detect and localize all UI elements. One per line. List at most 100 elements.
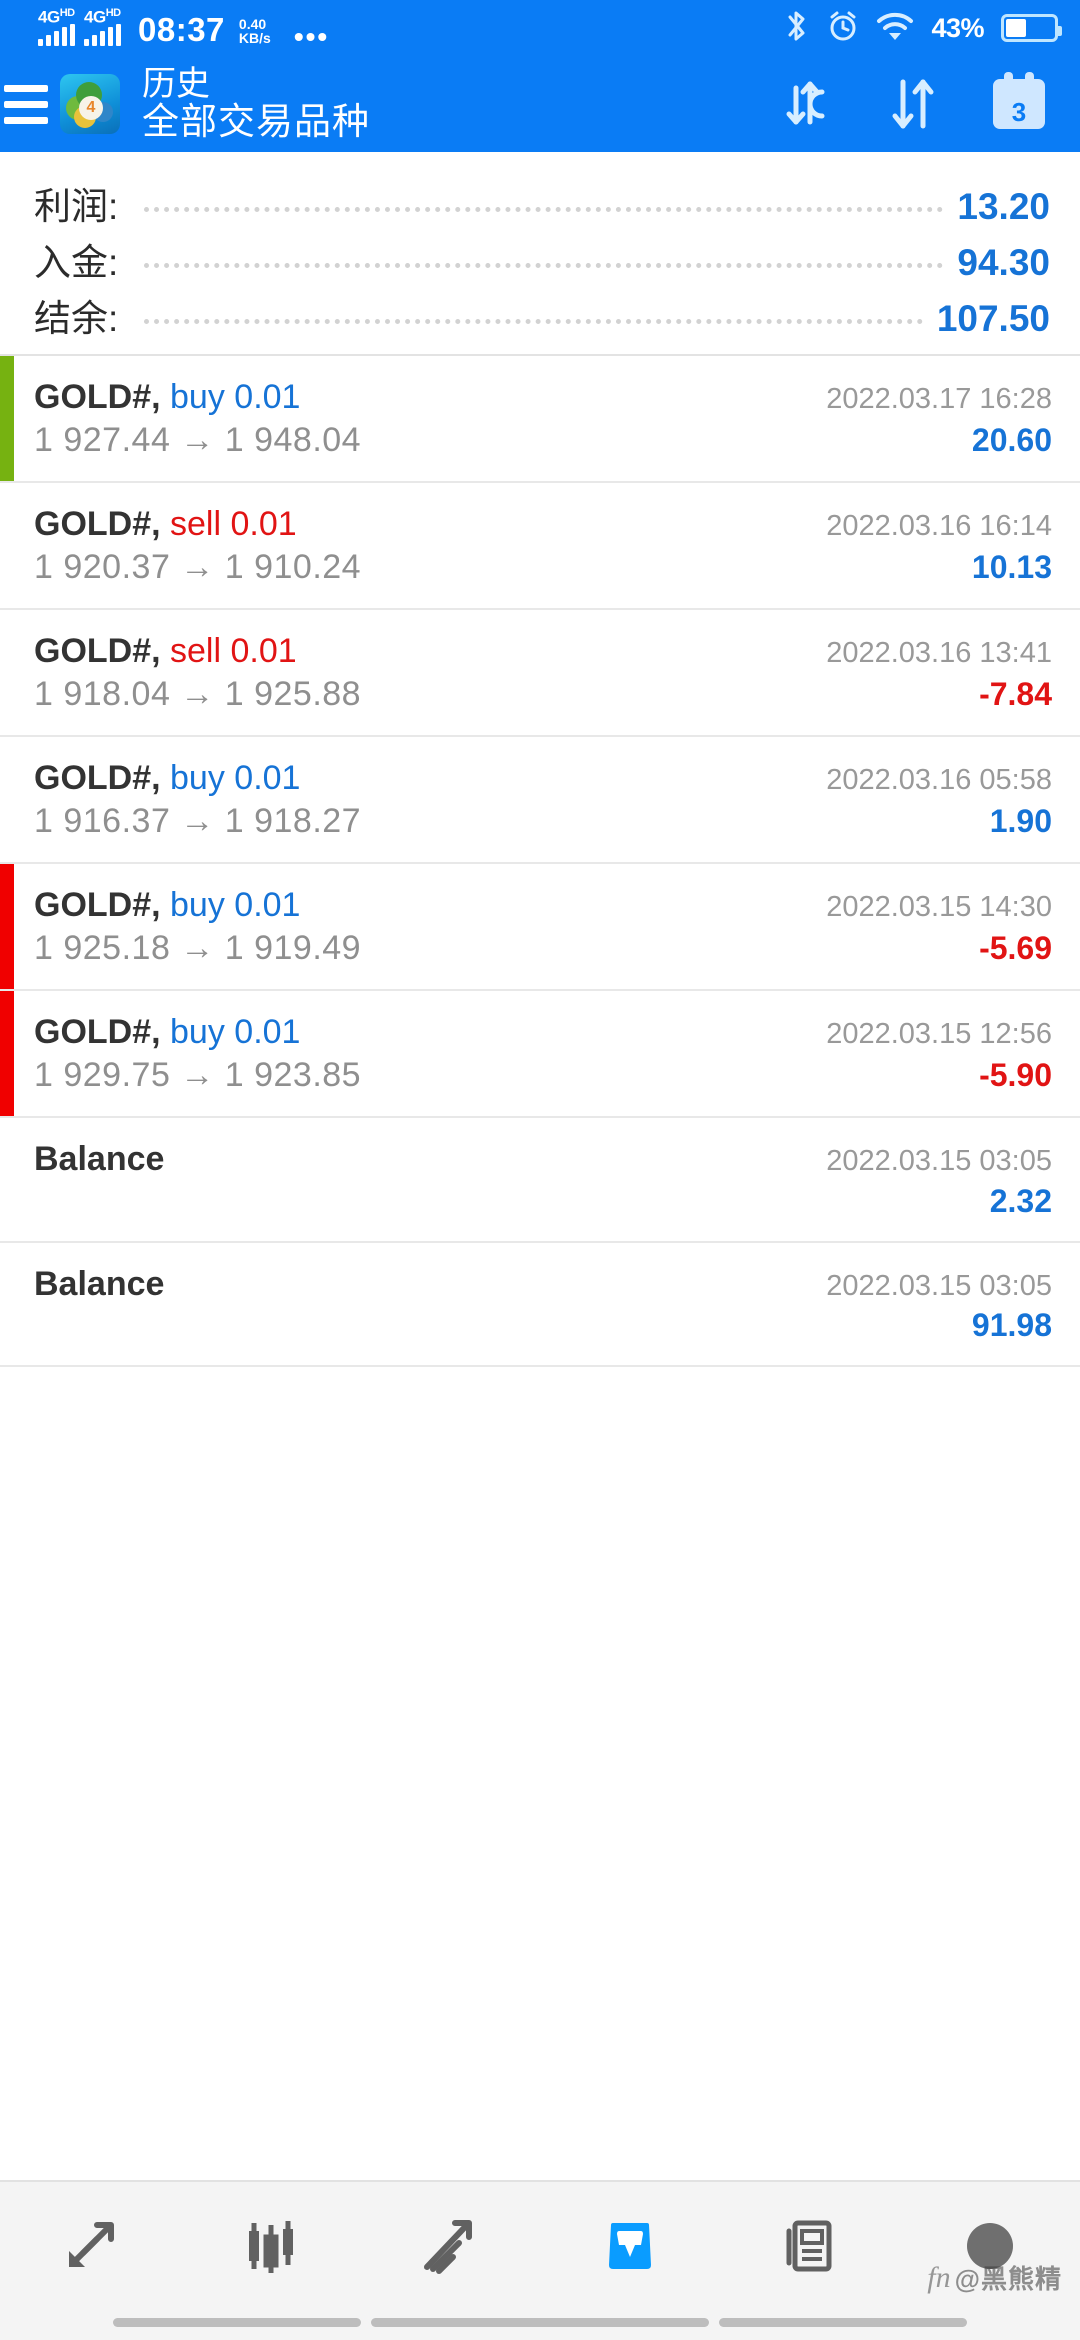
row-price-range: 1 920.37 → 1 910.24 [34, 547, 362, 586]
summary-label: 入金: [34, 242, 119, 283]
row-line-secondary: 91.98 [34, 1305, 1052, 1345]
row-line-secondary: 1 918.04 → 1 925.88 -7.84 [34, 673, 1052, 716]
symbol-label: GOLD#, [34, 759, 161, 797]
summary-label: 利润: [34, 186, 119, 227]
signal-bars-sim1 [38, 24, 75, 46]
gesture-back-hint[interactable] [113, 2317, 361, 2327]
bottom-nav-items [0, 2182, 1080, 2314]
row-line-primary: Balance 2022.03.15 03:05 [34, 1138, 1052, 1181]
hamburger-menu-icon[interactable] [0, 84, 56, 124]
row-profit: -5.69 [979, 929, 1052, 966]
nav-trade[interactable] [360, 2182, 540, 2314]
app-logo-badge: 4 [79, 96, 103, 120]
row-price-range: 1 929.75 → 1 923.85 [34, 1055, 362, 1094]
watermark: fn @黑熊精 [927, 2259, 1062, 2296]
gesture-navigation-bar[interactable] [0, 2314, 1080, 2340]
nav-quotes[interactable] [0, 2182, 180, 2314]
trade-row[interactable]: GOLD#, sell 0.01 2022.03.16 16:14 1 920.37… [0, 483, 1080, 610]
quotes-arrows-icon [53, 2209, 127, 2288]
account-summary: 利润: 13.20 入金: 94.30 结余: 107.50 [0, 152, 1080, 354]
row-datetime: 2022.03.16 05:58 [826, 764, 1052, 796]
trend-up-icon [413, 2209, 487, 2288]
signal-indicator-sim1: 4GHD [38, 8, 75, 46]
row-datetime: 2022.03.17 16:28 [826, 383, 1052, 415]
row-profit: 2.32 [989, 1182, 1052, 1219]
nav-news[interactable] [720, 2182, 900, 2314]
page-subtitle: 全部交易品种 [142, 101, 370, 143]
row-line-secondary: 2.32 [34, 1181, 1052, 1221]
app-bar: 4 历史 全部交易品种 3 [0, 56, 1080, 152]
currency-exchange-icon[interactable] [776, 73, 838, 135]
row-datetime: 2022.03.15 03:05 [826, 1145, 1052, 1177]
row-symbol-side: GOLD#, buy 0.01 [34, 1011, 300, 1054]
row-price-range: 1 918.04 → 1 925.88 [34, 674, 362, 713]
battery-percent: 43% [931, 12, 984, 43]
bottom-navigation: fn @黑熊精 [0, 2180, 1080, 2340]
profile-avatar-icon [953, 2209, 1027, 2288]
bluetooth-icon [784, 9, 810, 48]
trade-row[interactable]: GOLD#, sell 0.01 2022.03.16 13:41 1 918.04… [0, 610, 1080, 737]
row-symbol-side: GOLD#, buy 0.01 [34, 884, 300, 927]
trade-row[interactable]: GOLD#, buy 0.01 2022.03.17 16:28 1 927.44 … [0, 356, 1080, 483]
symbol-label: GOLD#, [34, 886, 161, 924]
order-side-label: buy 0.01 [160, 1013, 301, 1051]
summary-value: 107.50 [936, 298, 1050, 339]
row-line-secondary: 1 927.44 → 1 948.04 20.60 [34, 419, 1052, 462]
dot-leader [144, 263, 944, 268]
nav-charts[interactable] [180, 2182, 360, 2314]
page-title: 历史 [142, 64, 210, 103]
app-bar-titles: 历史 全部交易品种 [142, 64, 370, 143]
order-side-label: buy 0.01 [160, 886, 301, 924]
row-line-secondary: 1 920.37 → 1 910.24 10.13 [34, 546, 1052, 589]
row-line-secondary: 1 925.18 → 1 919.49 -5.69 [34, 927, 1052, 970]
row-line-primary: GOLD#, buy 0.01 2022.03.16 05:58 [34, 757, 1052, 800]
signal-bars-sim2 [84, 24, 121, 46]
row-datetime: 2022.03.16 13:41 [826, 637, 1052, 669]
row-profit: 20.60 [971, 421, 1052, 458]
trade-row[interactable]: GOLD#, buy 0.01 2022.03.15 14:30 1 925.18 … [0, 864, 1080, 991]
symbol-label: Balance [34, 1140, 165, 1178]
row-symbol-side: Balance [34, 1138, 164, 1181]
row-datetime: 2022.03.15 12:56 [826, 1018, 1052, 1050]
inbox-tray-icon [593, 2209, 667, 2288]
gesture-recents-hint[interactable] [719, 2317, 967, 2327]
nav-history[interactable] [540, 2182, 720, 2314]
battery-icon [1001, 14, 1062, 42]
order-side-label: sell 0.01 [160, 632, 297, 670]
candlestick-chart-icon [233, 2209, 307, 2288]
summary-label: 结余: [34, 298, 119, 339]
row-line-primary: Balance 2022.03.15 03:05 [34, 1263, 1052, 1306]
summary-row-deposit: 入金: 94.30 [34, 232, 1050, 288]
nav-profile[interactable] [900, 2182, 1080, 2314]
signal-indicator-sim2: 4GHD [84, 7, 121, 46]
symbol-label: GOLD#, [34, 378, 161, 416]
symbol-label: GOLD#, [34, 1013, 161, 1051]
row-accent-bar [0, 991, 14, 1116]
summary-value: 13.20 [957, 186, 1050, 227]
wifi-icon [876, 11, 914, 46]
balance-row[interactable]: Balance 2022.03.15 03:05 91.98 [0, 1242, 1080, 1367]
trade-row[interactable]: GOLD#, buy 0.01 2022.03.15 12:56 1 929.75 … [0, 991, 1080, 1118]
calendar-icon[interactable]: 3 [988, 72, 1050, 135]
sort-arrows-icon[interactable] [882, 73, 944, 135]
newspaper-icon [773, 2209, 847, 2288]
trade-row[interactable]: GOLD#, buy 0.01 2022.03.16 05:58 1 916.37 … [0, 737, 1080, 864]
row-profit: 1.90 [989, 802, 1052, 839]
balance-row[interactable]: Balance 2022.03.15 03:05 2.32 [0, 1118, 1080, 1243]
network-type-sim2: 4GHD [84, 7, 121, 27]
status-overflow-dots: ••• [293, 21, 330, 53]
watermark-prefix: fn [927, 2260, 951, 2294]
symbol-label: GOLD#, [34, 505, 161, 543]
row-price-range: 1 916.37 → 1 918.27 [34, 801, 362, 840]
app-logo-icon: 4 [60, 74, 120, 134]
row-line-primary: GOLD#, buy 0.01 2022.03.15 12:56 [34, 1011, 1052, 1054]
row-symbol-side: GOLD#, sell 0.01 [34, 630, 297, 673]
row-price-range: 1 925.18 → 1 919.49 [34, 928, 362, 967]
history-list: GOLD#, buy 0.01 2022.03.17 16:28 1 927.44 … [0, 354, 1080, 1367]
row-profit: -5.90 [979, 1056, 1052, 1093]
row-datetime: 2022.03.15 14:30 [826, 891, 1052, 923]
dot-leader [144, 319, 923, 324]
alarm-icon [827, 10, 859, 47]
gesture-home-hint[interactable] [371, 2317, 709, 2327]
calendar-day-label: 3 [1011, 97, 1027, 127]
